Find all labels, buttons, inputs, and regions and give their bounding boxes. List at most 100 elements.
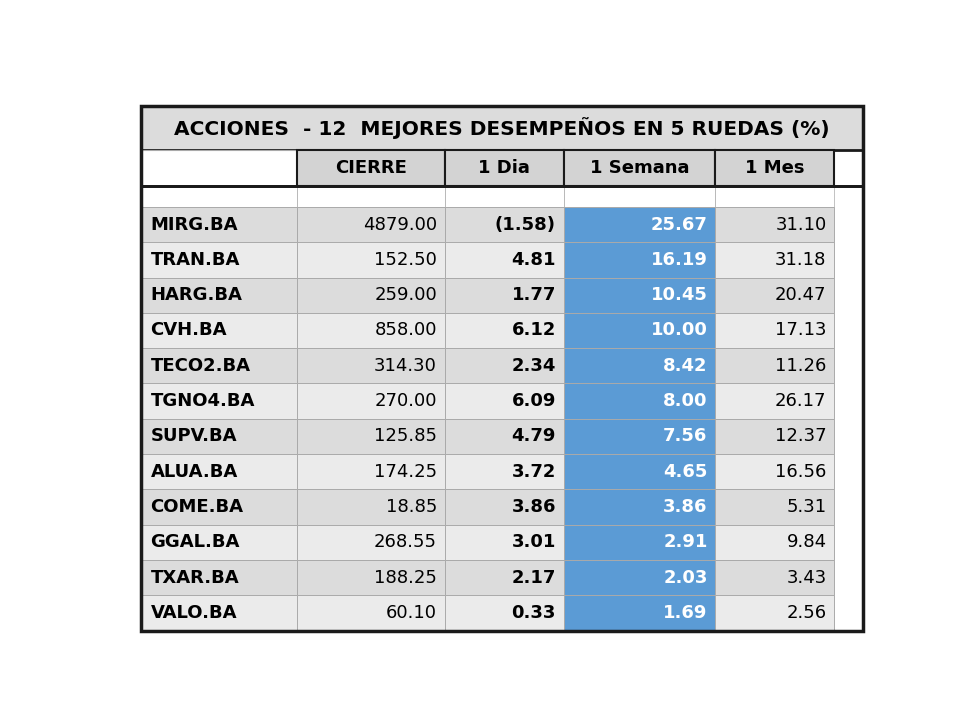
- Bar: [715, 242, 834, 278]
- Bar: [141, 313, 297, 348]
- Bar: [445, 186, 564, 207]
- Text: 6.09: 6.09: [512, 392, 556, 410]
- Text: 1 Dia: 1 Dia: [478, 159, 530, 177]
- Text: 12.37: 12.37: [775, 427, 826, 445]
- Text: 9.84: 9.84: [786, 533, 826, 551]
- Text: 2.91: 2.91: [663, 533, 708, 551]
- Text: 174.25: 174.25: [373, 463, 437, 481]
- Text: 17.13: 17.13: [775, 322, 826, 340]
- Text: CIERRE: CIERRE: [334, 159, 407, 177]
- Text: 3.86: 3.86: [663, 498, 708, 516]
- Text: ALUA.BA: ALUA.BA: [151, 463, 238, 481]
- Bar: [141, 207, 297, 242]
- Bar: [715, 150, 834, 186]
- Bar: [141, 278, 297, 313]
- Bar: [715, 207, 834, 242]
- Bar: [445, 313, 564, 348]
- Text: MIRG.BA: MIRG.BA: [151, 215, 238, 233]
- Bar: [564, 150, 715, 186]
- Text: 8.00: 8.00: [663, 392, 708, 410]
- Text: TGNO4.BA: TGNO4.BA: [151, 392, 255, 410]
- Text: 16.19: 16.19: [651, 251, 708, 269]
- Text: (1.58): (1.58): [495, 215, 556, 233]
- Text: 10.45: 10.45: [651, 286, 708, 304]
- Bar: [715, 595, 834, 630]
- Bar: [297, 454, 445, 490]
- Bar: [297, 186, 445, 207]
- Text: 0.33: 0.33: [512, 604, 556, 622]
- Text: CVH.BA: CVH.BA: [151, 322, 227, 340]
- Bar: [297, 242, 445, 278]
- Bar: [141, 383, 297, 419]
- Bar: [445, 419, 564, 454]
- Bar: [445, 490, 564, 525]
- Text: 18.85: 18.85: [385, 498, 437, 516]
- Text: 2.56: 2.56: [786, 604, 826, 622]
- Bar: [297, 595, 445, 630]
- Bar: [715, 313, 834, 348]
- Text: 188.25: 188.25: [374, 569, 437, 587]
- Text: 26.17: 26.17: [775, 392, 826, 410]
- Text: 3.01: 3.01: [512, 533, 556, 551]
- Bar: [445, 278, 564, 313]
- Bar: [141, 186, 863, 630]
- Bar: [715, 348, 834, 383]
- Text: COME.BA: COME.BA: [151, 498, 244, 516]
- Bar: [445, 454, 564, 490]
- Bar: [141, 106, 863, 186]
- Bar: [564, 560, 715, 595]
- Text: TRAN.BA: TRAN.BA: [151, 251, 240, 269]
- Bar: [564, 490, 715, 525]
- Bar: [141, 595, 297, 630]
- Text: 268.55: 268.55: [374, 533, 437, 551]
- Bar: [445, 595, 564, 630]
- Bar: [564, 595, 715, 630]
- Text: 1 Mes: 1 Mes: [745, 159, 805, 177]
- Text: 270.00: 270.00: [374, 392, 437, 410]
- Bar: [297, 490, 445, 525]
- Bar: [141, 454, 297, 490]
- Bar: [297, 560, 445, 595]
- Text: 858.00: 858.00: [374, 322, 437, 340]
- Text: TECO2.BA: TECO2.BA: [151, 357, 251, 375]
- Text: 4.65: 4.65: [663, 463, 708, 481]
- Bar: [564, 313, 715, 348]
- Text: TXAR.BA: TXAR.BA: [151, 569, 239, 587]
- Text: 25.67: 25.67: [651, 215, 708, 233]
- Bar: [297, 419, 445, 454]
- Text: HARG.BA: HARG.BA: [151, 286, 242, 304]
- Text: 6.12: 6.12: [512, 322, 556, 340]
- Bar: [564, 242, 715, 278]
- Bar: [564, 454, 715, 490]
- Bar: [141, 186, 297, 207]
- Bar: [141, 560, 297, 595]
- Bar: [445, 560, 564, 595]
- Bar: [715, 525, 834, 560]
- Bar: [297, 150, 445, 186]
- Bar: [141, 419, 297, 454]
- Bar: [445, 383, 564, 419]
- Text: 11.26: 11.26: [775, 357, 826, 375]
- Text: 60.10: 60.10: [386, 604, 437, 622]
- Bar: [141, 150, 297, 186]
- Bar: [715, 186, 834, 207]
- Text: 5.31: 5.31: [786, 498, 826, 516]
- Bar: [715, 419, 834, 454]
- Text: GGAL.BA: GGAL.BA: [151, 533, 240, 551]
- Bar: [141, 348, 297, 383]
- Text: 20.47: 20.47: [775, 286, 826, 304]
- Bar: [564, 207, 715, 242]
- Bar: [297, 525, 445, 560]
- Bar: [141, 106, 863, 150]
- Bar: [141, 490, 297, 525]
- Text: 3.72: 3.72: [512, 463, 556, 481]
- Text: 3.43: 3.43: [786, 569, 826, 587]
- Bar: [297, 278, 445, 313]
- Bar: [445, 150, 564, 186]
- Text: 4.81: 4.81: [512, 251, 556, 269]
- Bar: [564, 525, 715, 560]
- Bar: [297, 383, 445, 419]
- Bar: [297, 348, 445, 383]
- Text: 2.03: 2.03: [663, 569, 708, 587]
- Text: 314.30: 314.30: [374, 357, 437, 375]
